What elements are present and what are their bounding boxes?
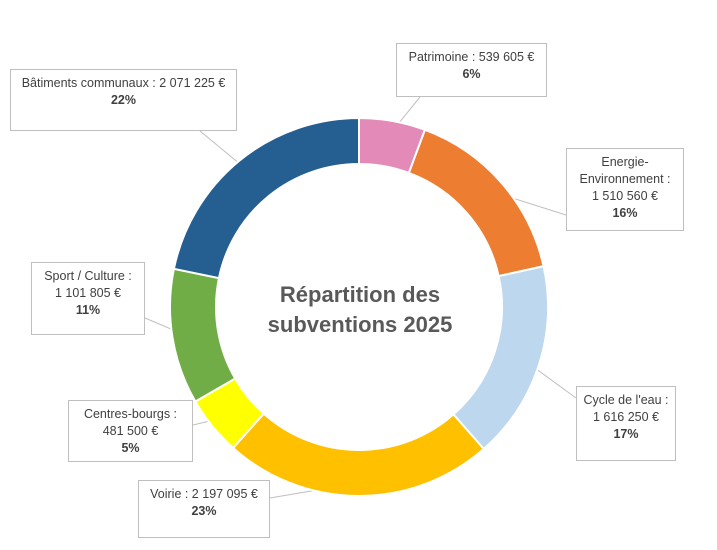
callout-value: 1 616 250 € [592,410,660,424]
callout-value: 1 510 560 € [591,189,659,203]
callout-voirie: Voirie : 2 197 095 € 23% [138,480,270,538]
callout-label: Energie- [601,155,649,169]
callout-energie-environnement: Energie- Environnement : 1 510 560 € 16% [566,148,684,231]
callout-label: Sport / Culture : [44,269,132,283]
callout-percent: 16% [612,206,638,220]
callout-label: Environnement : [579,172,671,186]
callout-label: Cycle de l'eau : [583,393,669,407]
callout-label: Centres-bourgs : [83,407,178,421]
callout-cycle-eau: Cycle de l'eau : 1 616 250 € 17% [576,386,676,461]
callout-batiments-communaux: Bâtiments communaux : 2 071 225 € 22% [10,69,237,131]
callout-centres-bourgs: Centres-bourgs : 481 500 € 5% [68,400,193,462]
callout-percent: 5% [121,441,140,455]
chart-title-line-2: subventions 2025 [267,312,453,337]
slice-b-timents-communaux [172,116,360,280]
callout-percent: 17% [613,427,639,441]
chart-title-line-1: Répartition des [279,282,441,307]
slice-sport-culture [169,267,237,403]
doughnut-slices [169,116,549,497]
callout-value: 481 500 € [102,424,159,438]
chart-title: Répartition des subventions 2025 [235,280,485,340]
callout-sport-culture: Sport / Culture : 1 101 805 € 11% [31,262,145,335]
callout-percent: 6% [462,67,481,81]
slice-energie-environnement [407,128,545,278]
callout-patrimoine: Patrimoine : 539 605 € 6% [396,43,547,97]
callout-label: Bâtiments communaux : 2 071 225 € [21,76,226,90]
callout-label: Voirie : 2 197 095 € [150,487,258,501]
callout-percent: 11% [75,303,101,317]
callout-percent: 22% [110,93,137,107]
callout-value: 1 101 805 € [54,286,122,300]
callout-percent: 23% [191,504,217,518]
callout-label: Patrimoine : 539 605 € [408,50,535,64]
slice-voirie [231,412,486,497]
